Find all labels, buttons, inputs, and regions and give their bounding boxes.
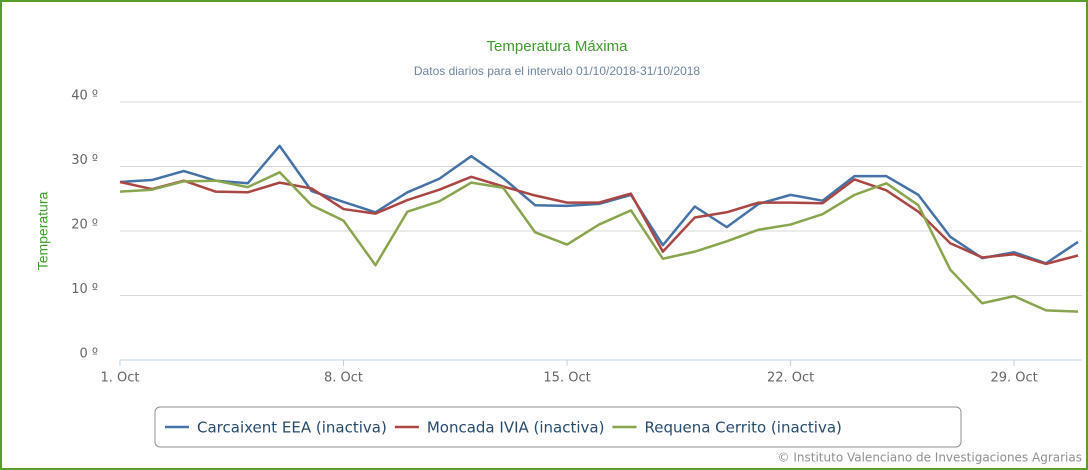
x-tick-label: 29. Oct bbox=[990, 371, 1037, 386]
y-tick-label: 0 º bbox=[79, 347, 98, 362]
y-tick-label: 40 º bbox=[71, 89, 98, 104]
x-tick-label: 22. Oct bbox=[767, 371, 814, 386]
x-tick-label: 15. Oct bbox=[543, 371, 590, 386]
series-line bbox=[119, 175, 1079, 266]
legend-label: Moncada IVIA (inactiva) bbox=[427, 419, 605, 437]
y-tick-label: 10 º bbox=[71, 282, 98, 297]
legend-label: Carcaixent EEA (inactiva) bbox=[197, 419, 387, 437]
x-tick-label: 1. Oct bbox=[100, 371, 139, 386]
series-line bbox=[119, 144, 1079, 265]
series-line bbox=[119, 171, 1079, 313]
x-tick-label: 8. Oct bbox=[324, 371, 363, 386]
y-axis-label: Temperatura bbox=[35, 191, 51, 270]
credits: © Instituto Valenciano de Investigacione… bbox=[778, 451, 1082, 465]
chart-title: Temperatura Máxima bbox=[487, 38, 629, 55]
y-tick-label: 30 º bbox=[71, 153, 98, 168]
legend-label: Requena Cerrito (inactiva) bbox=[644, 419, 841, 437]
y-tick-label: 20 º bbox=[71, 218, 98, 233]
chart-subtitle: Datos diarios para el intervalo 01/10/20… bbox=[414, 64, 701, 78]
legend-box bbox=[154, 406, 962, 448]
